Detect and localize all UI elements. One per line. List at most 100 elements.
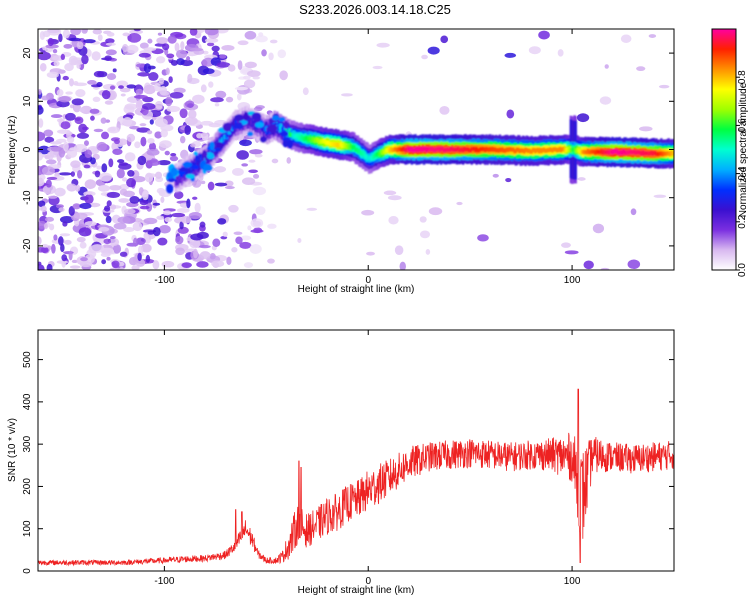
spectrogram-speckle — [170, 152, 177, 157]
spectrogram-speckle — [97, 184, 110, 192]
spectrogram-ridge-cell — [482, 147, 486, 152]
spectrogram-ridge-cell — [326, 140, 329, 145]
spectrogram-speckle — [45, 44, 59, 49]
spectrogram-ridge-cell — [419, 147, 422, 152]
spectrogram-ridge-cell — [332, 141, 335, 147]
spectrogram-speckle — [118, 138, 128, 146]
spectrogram-speckle — [439, 106, 450, 115]
spectrogram-speckle — [127, 170, 135, 177]
spectrogram-ridge-cell — [303, 137, 306, 142]
spectrogram-ridge-cell — [354, 147, 357, 152]
spectrogram-ridge-cell — [289, 132, 292, 138]
spectrogram-speckle — [176, 208, 190, 213]
spectrogram-ridge-cell — [531, 147, 535, 153]
bottom-y-ticks: 0 100 200 300 400 500 — [22, 351, 674, 574]
spectrogram-ridge-cell — [438, 147, 442, 153]
spectrogram-speckle — [639, 126, 653, 132]
spectrogram-speckle — [286, 157, 291, 164]
spectrogram-ridge-cell — [450, 146, 454, 152]
spectrogram-ridge-layer — [166, 105, 674, 194]
spectrogram-speckle — [165, 96, 173, 107]
spectrogram-ridge-cell — [312, 138, 316, 143]
spectrogram-speckle — [156, 37, 169, 44]
spectrogram-speckle — [243, 262, 254, 269]
spectrogram-speckle — [143, 84, 156, 95]
spectrogram-ridge-cell — [219, 139, 223, 144]
spectrogram-speckle — [117, 261, 125, 267]
spectrogram-ridge-cell — [640, 151, 643, 156]
spectrogram-speckle — [421, 54, 428, 60]
spectrogram-ridge-cell — [568, 146, 571, 151]
spectrogram-speckle — [154, 131, 163, 139]
spectrogram-ridge-cell — [393, 147, 396, 152]
spectrogram-speckle — [68, 250, 73, 261]
spectrogram-speckle — [237, 40, 249, 46]
spectrogram-speckle — [250, 218, 264, 228]
spectrogram-speckle — [105, 49, 117, 56]
spectrogram-speckle — [427, 46, 440, 55]
spectrogram-ridge-cell — [377, 151, 381, 157]
spectrogram-ridge-cell — [513, 149, 516, 154]
spectrogram-speckle — [161, 260, 175, 268]
spectrogram-speckle — [239, 241, 252, 249]
spectrogram-ridge-cell — [402, 146, 405, 151]
spectrogram-speckle — [66, 136, 75, 144]
spectrogram-speckle — [70, 171, 76, 177]
spectrogram-ridge-cell — [439, 146, 443, 151]
spectrogram-ridge-cell — [454, 147, 458, 152]
spectrogram-speckle — [202, 68, 215, 75]
spectrogram-speckle — [71, 259, 78, 264]
spectrogram-ridge-cell — [322, 139, 325, 144]
spectrogram-onset-blob — [198, 153, 203, 158]
spectrogram-onset-blob — [235, 123, 244, 130]
spectrogram-ridge-cell — [254, 121, 257, 126]
spectrogram-speckle — [83, 164, 91, 169]
spectrogram-speckle — [104, 205, 111, 212]
spectrogram-ridge-cell — [251, 120, 255, 126]
spectrogram-ridge-cell — [276, 124, 279, 129]
spectrogram-speckle — [106, 200, 112, 207]
spectrogram-ridge-cell — [553, 147, 557, 152]
spectrogram-ridge-cell — [537, 149, 541, 154]
spectrogram-ridge-cell — [519, 148, 522, 153]
spectrogram-ridge-cell — [290, 132, 294, 138]
spectrogram-speckle — [219, 54, 227, 59]
spectrogram-ridge-cell — [510, 147, 514, 152]
spectrogram-speckle — [56, 118, 65, 123]
spectrogram-speckle — [39, 62, 47, 72]
spectrogram-ridge-cell — [222, 136, 225, 142]
spectrogram-ridge-cell — [625, 150, 629, 155]
spectrogram-ridge-cell — [570, 147, 574, 152]
spectrogram-speckle — [200, 180, 206, 185]
spectrogram-ridge-cell — [600, 148, 603, 154]
spectrogram-ridge-cell — [415, 146, 418, 151]
spectrogram-speckle — [204, 38, 219, 43]
spectrogram-speckle — [65, 112, 76, 121]
spectrogram-speckle — [73, 212, 88, 220]
top-x-axis-label: Height of straight line (km) — [298, 284, 415, 295]
spectrogram-ridge-cell — [617, 150, 620, 156]
spectrogram-speckle — [209, 253, 216, 260]
spectrogram-speckle — [576, 113, 590, 123]
spectrogram-ridge-cell — [504, 148, 508, 153]
y-tick-label: 0 — [22, 568, 33, 574]
spectrogram-speckle — [149, 119, 154, 125]
spectrogram-speckle — [152, 226, 161, 237]
spectrogram-ridge-cell — [574, 148, 577, 153]
spectrogram-ridge-cell — [321, 138, 324, 144]
spectrogram-speckle — [117, 216, 131, 224]
spectrogram-ridge-cell — [503, 148, 507, 153]
spectrogram-speckle — [118, 198, 130, 203]
spectrogram-ridge-cell — [246, 118, 250, 123]
spectrogram-ridge-cell — [426, 146, 429, 152]
spectrogram-ridge-cell — [559, 148, 563, 153]
spectrogram-ridge-cell — [362, 152, 366, 157]
spectrogram-ridge-cell — [247, 119, 251, 125]
spectrogram-speckle — [50, 146, 63, 152]
spectrogram-ridge-cell — [479, 146, 482, 152]
spectrogram-ridge-cell — [536, 147, 540, 153]
spectrogram-ridge-cell — [444, 147, 448, 152]
spectrogram-ridge-cell — [606, 149, 609, 155]
bottom-x-axis-label: Height of straight line (km) — [298, 585, 415, 596]
spectrogram-speckle — [129, 196, 140, 204]
